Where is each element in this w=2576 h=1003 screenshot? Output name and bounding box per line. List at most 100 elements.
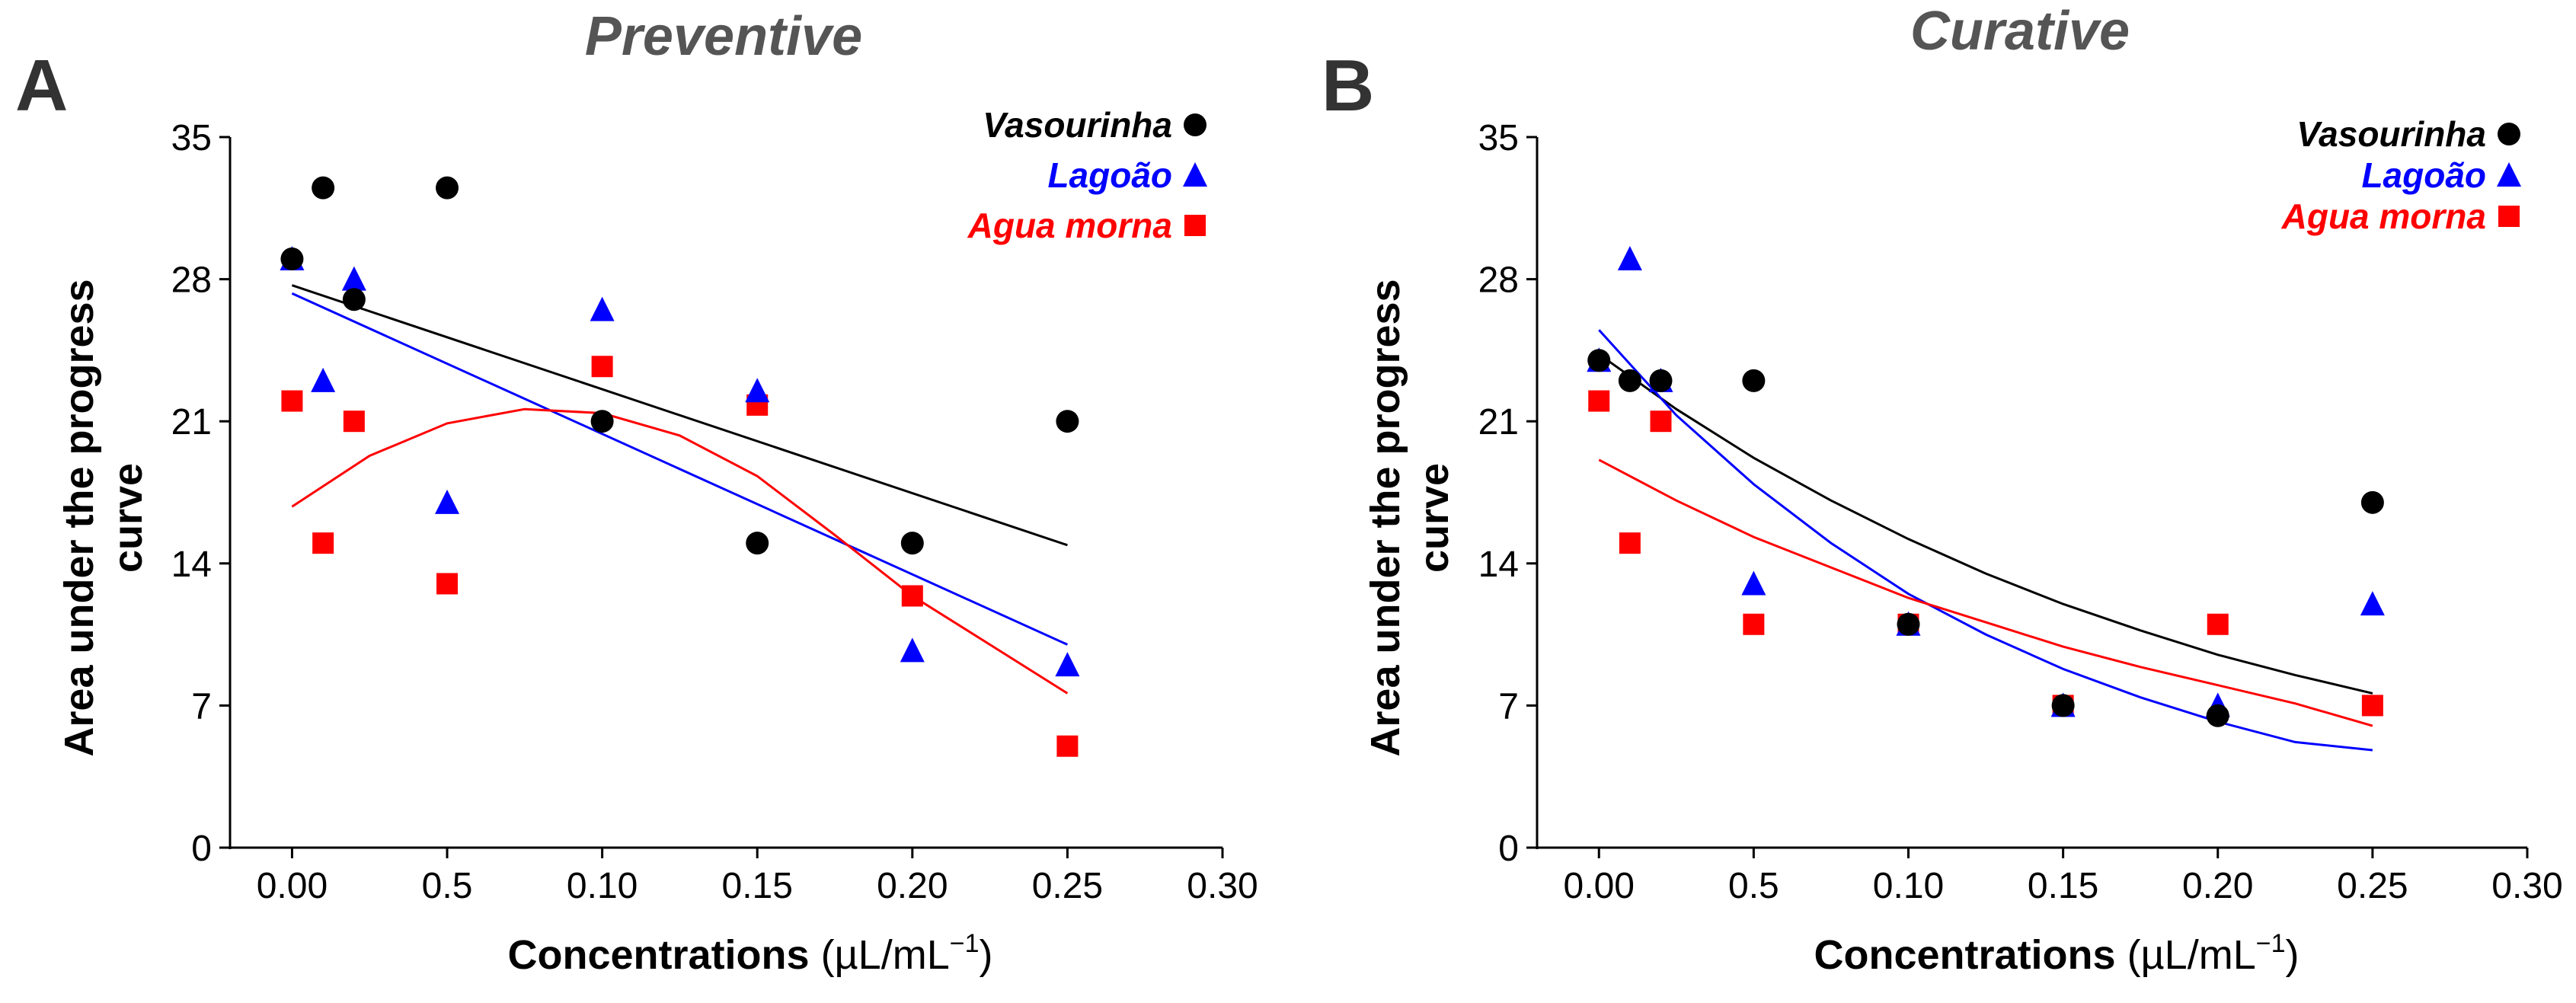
legend-marker [1183,162,1207,187]
x-tick-label: 0.15 [722,866,793,906]
data-point-agua-morna [1743,613,1765,635]
panel-curative: B Curative Area under the progress curve… [1322,1,2563,978]
y-axis-label-line1: Area under the progress [56,279,102,756]
x-tick-label: 0.5 [422,866,473,906]
axes: 0 7 14 21 28 35 0.00 0.5 0.10 0.15 0.20 0.25 0.30 [171,118,1258,906]
legend-label: Lagoão [2361,155,2486,195]
y-tick-label: 28 [1478,260,1519,301]
data-point-vasourinha [1897,612,1920,636]
data-point-agua-morna [312,532,334,554]
data-point-vasourinha [900,532,924,555]
y-tick-label: 0 [1498,829,1519,869]
y-tick-label: 35 [1478,118,1519,158]
x-axis-label-main: Concentrations [1814,932,2116,978]
x-axis-label: Concentrations (µL/mL−1) [1814,929,2300,978]
fit-lines [1598,329,2373,752]
x-axis-label-close: ) [980,932,993,978]
legend: Vasourinha Lagoão Agua morna [967,105,1207,245]
fit-line-agua-morna [291,407,1069,695]
data-point-lagoão [745,378,770,403]
data-point-lagoão [1741,570,1766,596]
legend-label: Agua morna [967,206,1172,245]
data-points [1587,245,2385,727]
data-point-lagoão [341,266,366,291]
x-tick-label: 0.20 [877,866,948,906]
data-point-vasourinha [2051,694,2075,717]
panel-preventive: A Preventive Area under the progress cur… [15,6,1258,978]
y-tick-label: 35 [171,118,212,158]
x-tick-label: 0.15 [2028,866,2098,906]
data-point-vasourinha [2206,704,2229,727]
data-point-vasourinha [1587,349,1611,372]
x-axis-label: Concentrations (µL/mL−1) [508,929,993,978]
y-tick-label: 7 [191,686,212,727]
data-point-lagoão [2360,591,2385,616]
data-point-lagoão [1055,652,1080,677]
chart-title: Preventive [585,6,862,67]
legend-marker [2498,206,2520,227]
x-tick-label: 0.10 [567,866,638,906]
data-point-vasourinha [342,288,366,311]
y-axis-label-line1: Area under the progress [1363,279,1408,756]
data-point-agua-morna [1588,390,1610,412]
y-tick-label: 14 [171,545,212,585]
data-point-vasourinha [1056,410,1079,433]
data-point-agua-morna [2361,695,2383,717]
data-point-agua-morna [436,573,459,595]
data-points [280,176,1080,757]
data-point-lagoão [590,296,615,321]
axes: 0 7 14 21 28 35 0.00 0.5 0.10 0.15 0.20 0.25 0.30 [1478,118,2563,906]
x-axis-label-close: ) [2286,932,2300,978]
data-point-vasourinha [590,410,614,433]
x-axis-label-sup: −1 [2256,929,2286,958]
x-tick-label: 0.5 [1728,866,1779,906]
data-point-vasourinha [280,247,304,270]
x-tick-label: 0.00 [257,866,328,906]
y-axis-label-line2: curve [105,463,151,573]
x-tick-label: 0.25 [1032,866,1103,906]
legend-label: Agua morna [2281,196,2486,236]
data-point-agua-morna [1619,532,1641,554]
y-axis-label-line2: curve [1411,463,1457,573]
y-tick-label: 21 [171,402,212,442]
x-tick-label: 0.30 [2491,866,2562,906]
x-axis-label-main: Concentrations [508,932,810,978]
data-point-lagoão [311,367,336,392]
data-point-vasourinha [2360,490,2384,514]
data-point-agua-morna [591,356,613,378]
data-point-agua-morna [1650,410,1672,433]
data-point-agua-morna [2207,613,2229,635]
legend-label: Lagoão [1047,155,1172,195]
x-axis-label-units: (µL/mL [2127,932,2256,978]
legend-marker [2498,123,2520,145]
legend-label: Vasourinha [2296,114,2486,154]
data-point-vasourinha [436,176,459,200]
y-tick-label: 21 [1478,402,1519,442]
fit-line-lagoão [1598,329,2373,752]
data-point-lagoão [435,489,460,514]
data-point-vasourinha [312,176,335,200]
x-tick-label: 0.00 [1564,866,1635,906]
data-point-vasourinha [746,532,769,555]
data-point-vasourinha [1649,369,1673,392]
fit-lines [291,284,1069,695]
fit-line-vasourinha [1598,353,2373,695]
y-tick-label: 14 [1478,545,1519,585]
x-axis-label-units: (µL/mL [821,932,950,978]
data-point-lagoão [900,637,925,663]
x-tick-label: 0.25 [2337,866,2408,906]
x-tick-label: 0.10 [1873,866,1944,906]
y-tick-label: 0 [191,829,212,869]
legend-marker [1184,113,1207,136]
data-point-vasourinha [1742,369,1766,392]
data-point-agua-morna [281,390,303,412]
panel-letter: B [1322,45,1374,126]
data-point-agua-morna [901,585,923,607]
data-point-lagoão [1617,245,1642,270]
fit-line-vasourinha [291,284,1068,547]
panel-letter: A [15,45,68,126]
legend-marker [1184,215,1206,236]
data-point-vasourinha [1618,369,1641,392]
fit-line-agua-morna [1598,458,2373,727]
